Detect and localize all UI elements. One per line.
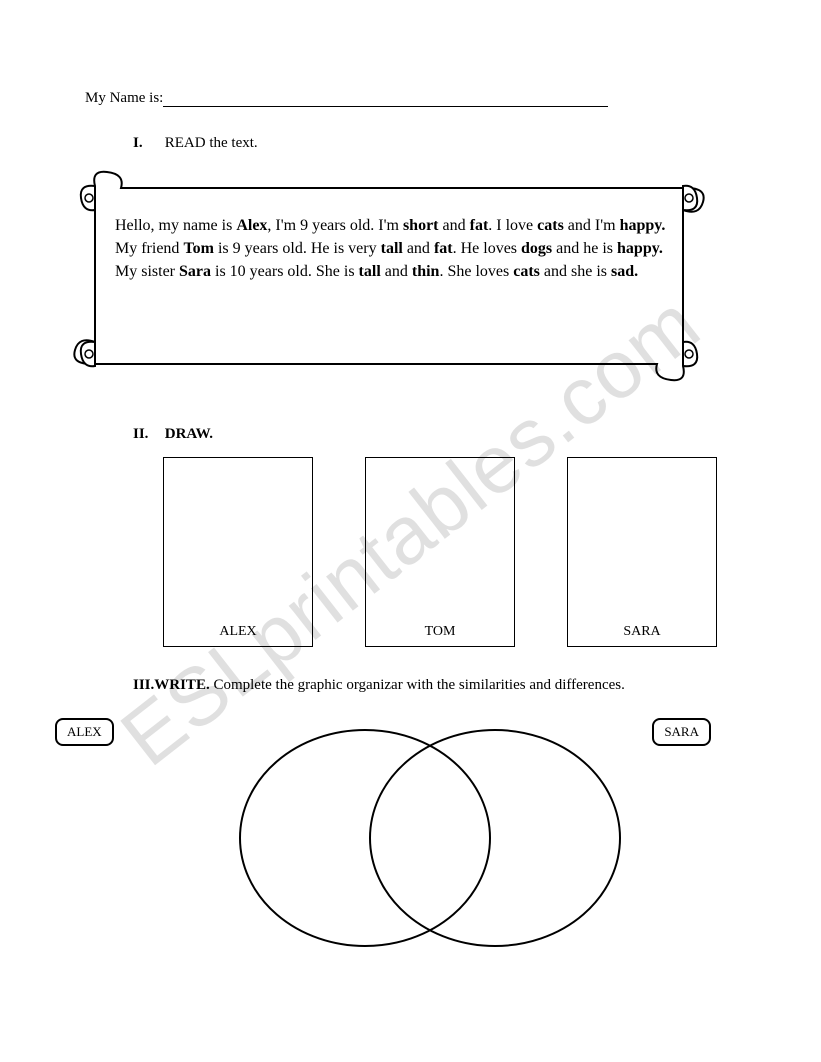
bold-word: cats bbox=[537, 217, 564, 234]
draw-box-label: SARA bbox=[568, 624, 716, 640]
venn-diagram-svg bbox=[215, 718, 635, 948]
bold-word: short bbox=[403, 217, 439, 234]
bold-word: tall bbox=[381, 240, 403, 257]
bold-word: tall bbox=[359, 263, 381, 280]
bold-word: dogs bbox=[521, 240, 552, 257]
bold-word: happy. bbox=[617, 240, 663, 257]
reading-paragraph: Hello, my name is Alex, I'm 9 years old.… bbox=[115, 214, 677, 237]
bold-word: thin bbox=[412, 263, 440, 280]
venn-label-left: ALEX bbox=[55, 718, 114, 746]
bold-word: Tom bbox=[183, 240, 214, 257]
bold-word: sad. bbox=[611, 263, 638, 280]
draw-box-label: ALEX bbox=[164, 624, 312, 640]
text-run: and bbox=[381, 263, 412, 280]
venn-area: ALEX SARA bbox=[85, 708, 741, 958]
text-run: and she is bbox=[540, 263, 611, 280]
reading-paragraph: My sister Sara is 10 years old. She is t… bbox=[115, 260, 677, 283]
text-run: Hello, my name is bbox=[115, 217, 236, 234]
text-run: and I'm bbox=[564, 217, 620, 234]
draw-boxes-row: ALEX TOM SARA bbox=[163, 457, 741, 647]
bold-word: fat bbox=[434, 240, 453, 257]
scroll-container: Hello, my name is Alex, I'm 9 years old.… bbox=[67, 166, 707, 396]
venn-label-right: SARA bbox=[652, 718, 711, 746]
section2-num: II. bbox=[133, 426, 161, 443]
draw-box[interactable]: TOM bbox=[365, 457, 515, 647]
reading-paragraph: My friend Tom is 9 years old. He is very… bbox=[115, 237, 677, 260]
draw-box[interactable]: SARA bbox=[567, 457, 717, 647]
text-run: is 10 years old. She is bbox=[211, 263, 359, 280]
text-run: My sister bbox=[115, 263, 179, 280]
text-run: My friend bbox=[115, 240, 183, 257]
section2-title: DRAW. bbox=[165, 426, 213, 442]
text-run: and he is bbox=[552, 240, 617, 257]
name-label: My Name is: bbox=[85, 90, 163, 106]
bold-word: cats bbox=[513, 263, 540, 280]
section3-heading: III.WRITE. Complete the graphic organiza… bbox=[133, 677, 741, 694]
draw-box-label: TOM bbox=[366, 624, 514, 640]
text-run: and bbox=[403, 240, 434, 257]
text-run: . I love bbox=[488, 217, 537, 234]
bold-word: happy. bbox=[620, 217, 666, 234]
scroll-text: Hello, my name is Alex, I'm 9 years old.… bbox=[115, 214, 677, 284]
draw-box[interactable]: ALEX bbox=[163, 457, 313, 647]
text-run: and bbox=[439, 217, 470, 234]
name-blank[interactable] bbox=[163, 106, 608, 107]
section3-title-bold: WRITE. bbox=[154, 677, 209, 693]
text-run: , I'm 9 years old. I'm bbox=[267, 217, 403, 234]
text-run: is 9 years old. He is very bbox=[214, 240, 381, 257]
bold-word: Sara bbox=[179, 263, 211, 280]
text-run: . He loves bbox=[453, 240, 521, 257]
section3-title-rest: Complete the graphic organizar with the … bbox=[210, 677, 625, 693]
section3-num: III. bbox=[133, 677, 154, 693]
section1-heading: I. READ the text. bbox=[133, 135, 741, 152]
bold-word: Alex bbox=[236, 217, 267, 234]
section1-num: I. bbox=[133, 135, 161, 152]
section2-heading: II. DRAW. bbox=[133, 426, 741, 443]
text-run: . She loves bbox=[439, 263, 513, 280]
bold-word: fat bbox=[470, 217, 489, 234]
name-line: My Name is: bbox=[85, 90, 741, 107]
section1-title: READ the text. bbox=[165, 135, 258, 151]
